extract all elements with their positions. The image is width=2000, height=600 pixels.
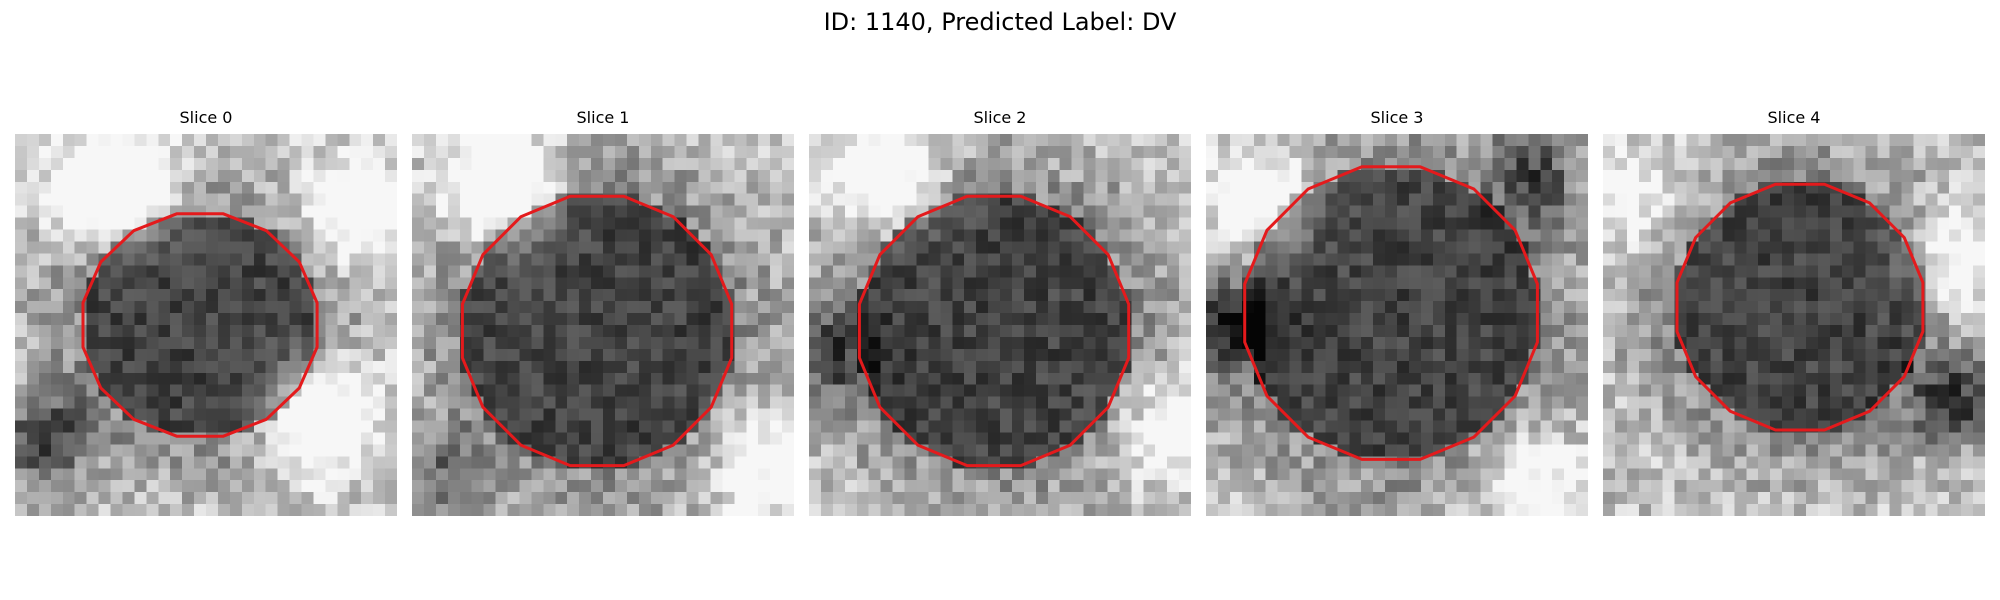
segmentation-contour — [857, 194, 1131, 468]
segmentation-contour — [1243, 165, 1539, 461]
slice-image-4 — [1603, 134, 1985, 516]
slice-title-4: Slice 4 — [1767, 108, 1821, 127]
slice-image-1 — [412, 134, 794, 516]
slice-svg-1 — [412, 134, 794, 516]
slice-image-0 — [15, 134, 397, 516]
pixel-grid — [15, 134, 397, 516]
slice-image-2 — [809, 134, 1191, 516]
figure-title: ID: 1140, Predicted Label: DV — [823, 8, 1177, 36]
slice-svg-0 — [15, 134, 397, 516]
slice-svg-3 — [1206, 134, 1588, 516]
slice-title-1: Slice 1 — [576, 108, 630, 127]
segmentation-contour — [1675, 182, 1925, 432]
slice-title-3: Slice 3 — [1370, 108, 1424, 127]
pixel-grid — [809, 134, 1191, 516]
segmentation-contour — [81, 212, 319, 438]
segmentation-contour — [460, 194, 734, 468]
slice-title-2: Slice 2 — [973, 108, 1027, 127]
slice-image-3 — [1206, 134, 1588, 516]
slice-svg-4 — [1603, 134, 1985, 516]
slice-title-0: Slice 0 — [179, 108, 233, 127]
pixel-grid — [1603, 134, 1985, 516]
slice-svg-2 — [809, 134, 1191, 516]
pixel-grid — [412, 134, 794, 516]
